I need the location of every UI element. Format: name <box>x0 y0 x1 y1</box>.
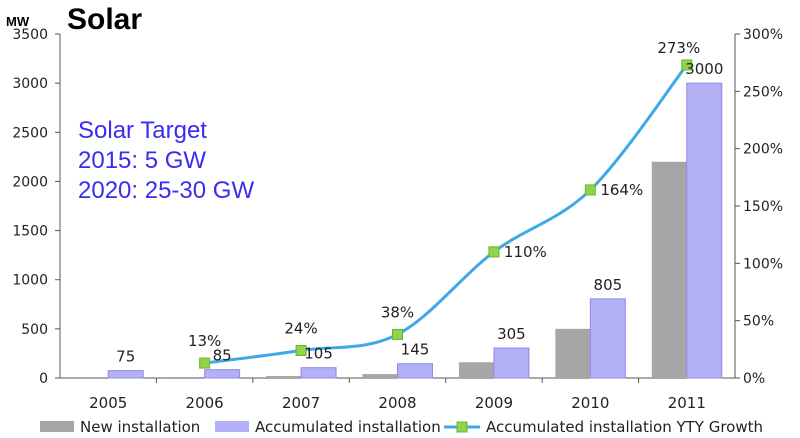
x-tick-label: 2009 <box>475 394 513 412</box>
chart-title: Solar <box>67 3 142 36</box>
bar-new-installation <box>362 374 398 378</box>
y-left-tick-label: 0 <box>39 371 48 387</box>
bar-accumulated-installation <box>493 347 530 379</box>
x-tick-label: 2008 <box>378 394 416 412</box>
growth-value-label: 110% <box>504 243 547 261</box>
y-left-tick-label: 3500 <box>12 27 48 43</box>
bar-value-label: 3000 <box>685 60 723 78</box>
annotation-line-2: 2015: 5 GW <box>78 147 206 174</box>
bar-value-label: 105 <box>304 345 333 363</box>
legend-label-accumulated: Accumulated installation <box>255 418 441 436</box>
x-tick-label: 2010 <box>571 394 609 412</box>
bar-accumulated-installation <box>300 367 337 379</box>
bar-new-installation <box>266 376 302 378</box>
y-right-tick-label: 250% <box>743 84 783 100</box>
axes: 0 500 1000 1500 2000 2500 3000 3500 0% 50% 100% 150… <box>12 27 783 412</box>
y-left-tick-label: 1000 <box>12 273 48 289</box>
legend-swatch-growth-marker <box>456 421 468 433</box>
bar-new-installation <box>458 362 494 378</box>
legend-swatch-new <box>40 421 74 432</box>
y-left-tick-label: 2500 <box>12 125 48 141</box>
accumulated-installation-bars <box>107 82 723 379</box>
legend-swatch-accumulated <box>215 421 249 432</box>
bar-new-installation <box>555 328 591 378</box>
bar-value-label: 85 <box>213 347 232 365</box>
legend-label-new: New installation <box>80 418 200 436</box>
y-right-tick-label: 200% <box>743 142 783 158</box>
bar-value-label: 145 <box>401 341 430 359</box>
y-right-tick-label: 150% <box>743 199 783 215</box>
y-left-tick-label: 3000 <box>12 76 48 92</box>
new-installation-bars <box>169 161 687 378</box>
annotation-line-3: 2020: 25-30 GW <box>78 177 254 204</box>
bar-accumulated-installation <box>397 363 433 379</box>
growth-marker <box>681 59 693 71</box>
x-tick-label: 2011 <box>668 394 706 412</box>
y-right-tick-label: 300% <box>743 27 783 43</box>
y-unit-label: MW <box>6 14 30 29</box>
legend-label-growth: Accumulated installation YTY Growth <box>486 418 763 436</box>
growth-value-label: 273% <box>657 39 700 57</box>
growth-marker <box>295 344 307 356</box>
growth-line-group <box>199 59 693 369</box>
y-left-tick-label: 2000 <box>12 174 48 190</box>
legend: New installation Accumulated installatio… <box>40 418 763 436</box>
growth-value-label: 13% <box>188 332 221 350</box>
growth-marker <box>199 357 211 369</box>
bar-accumulated-installation <box>589 298 626 379</box>
data-labels: 75 85 105 145 305 805 3000 13% 24% 38% 110% 164% 273… <box>116 39 723 366</box>
bar-value-label: 305 <box>497 325 526 343</box>
x-tick-label: 2005 <box>89 394 127 412</box>
annotation-line-1: Solar Target <box>78 117 207 144</box>
bar-new-installation <box>169 377 205 378</box>
bar-accumulated-installation <box>204 369 241 379</box>
y-right-tick-label: 0% <box>743 371 765 387</box>
growth-marker <box>488 246 500 258</box>
y-right-tick-label: 50% <box>743 314 774 330</box>
y-left-tick-label: 500 <box>21 322 48 338</box>
bar-new-installation <box>651 161 687 378</box>
growth-value-label: 38% <box>381 303 414 321</box>
target-annotation: Solar Target 2015: 5 GW 2020: 25-30 GW <box>78 117 254 204</box>
bar-value-label: 805 <box>594 276 623 294</box>
x-tick-label: 2006 <box>186 394 224 412</box>
bar-accumulated-installation <box>107 370 144 379</box>
growth-marker <box>392 328 403 340</box>
growth-marker <box>584 184 596 196</box>
y-left-tick-label: 1500 <box>12 224 48 240</box>
x-tick-label: 2007 <box>282 394 320 412</box>
bar-value-label: 75 <box>116 348 135 366</box>
bar-accumulated-installation <box>686 82 723 379</box>
growth-value-label: 164% <box>600 181 643 199</box>
y-right-tick-label: 100% <box>743 256 783 272</box>
growth-value-label: 24% <box>284 319 317 337</box>
